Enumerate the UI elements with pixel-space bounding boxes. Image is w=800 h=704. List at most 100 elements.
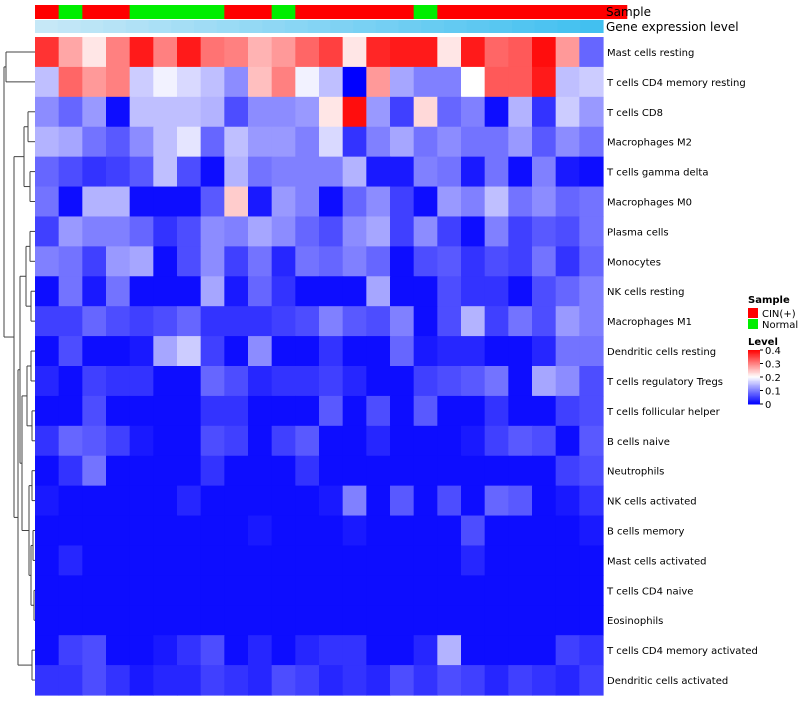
heatmap-cell (437, 276, 462, 307)
heatmap-cell (106, 96, 131, 128)
heatmap-cell (366, 635, 391, 666)
heatmap-cell (390, 425, 415, 457)
heatmap-cell (200, 66, 225, 98)
heatmap-cell (413, 126, 438, 158)
heatmap-cell (413, 665, 438, 696)
heatmap-cell (82, 605, 107, 636)
heatmap-cell (508, 395, 533, 427)
heatmap-cell (82, 186, 107, 218)
expression-annotation-cell (171, 20, 195, 33)
heatmap-cell (366, 276, 391, 307)
heatmap-cell (366, 216, 391, 247)
heatmap-cell (413, 156, 438, 188)
heatmap-cell (129, 126, 154, 158)
heatmap-cell (129, 66, 154, 98)
legend-level-gradient-step (748, 358, 760, 360)
heatmap-cell (319, 545, 344, 576)
heatmap-cell (200, 366, 225, 397)
heatmap-cell (461, 515, 486, 547)
legend-level-gradient-step (748, 360, 760, 363)
heatmap-cell (153, 545, 178, 576)
sample-annotation-cell (58, 5, 83, 19)
heatmap-cell (35, 306, 60, 337)
heatmap-cell (390, 575, 415, 606)
heatmap-cell (271, 575, 296, 606)
heatmap-cell (390, 186, 415, 218)
heatmap-cell (413, 455, 438, 487)
heatmap-cell (35, 276, 60, 307)
heatmap-cell (437, 635, 462, 666)
heatmap-cell (82, 635, 107, 666)
heatmap-cell (532, 66, 557, 98)
legend-level-gradient-step (748, 386, 760, 389)
heatmap-cell (555, 545, 580, 576)
heatmap-cell (58, 485, 83, 517)
heatmap-cell (390, 545, 415, 576)
heatmap-cell (366, 605, 391, 636)
heatmap-cell (437, 37, 462, 68)
heatmap-cell (224, 455, 249, 487)
heatmap-cell (129, 156, 154, 188)
heatmap-cell (532, 665, 557, 696)
heatmap-cell (58, 306, 83, 337)
heatmap-cell (295, 156, 320, 188)
legend-level-gradient-step (748, 362, 760, 364)
heatmap-cell (82, 96, 107, 128)
heatmap-cell (58, 635, 83, 666)
heatmap-cell (366, 485, 391, 517)
heatmap-cell (413, 425, 438, 457)
heatmap-cell (366, 156, 391, 188)
heatmap-cell (555, 395, 580, 427)
legend-level-gradient-step (748, 401, 760, 404)
legend-level-gradient-step (748, 359, 760, 362)
heatmap-cell (555, 425, 580, 457)
heatmap-cell (177, 306, 202, 337)
heatmap-cell (484, 156, 509, 188)
heatmap-cell (579, 156, 604, 188)
heatmap-cell (555, 485, 580, 517)
sample-annotation-cell (35, 5, 60, 19)
heatmap-cell (342, 216, 367, 247)
heatmap-cell (295, 635, 320, 666)
heatmap-cell (390, 605, 415, 636)
legend-level-gradient-step (748, 393, 760, 396)
row-label: B cells naive (607, 437, 670, 448)
heatmap-cell (342, 246, 367, 277)
row-label: Mast cells resting (607, 48, 694, 59)
heatmap-cell (508, 126, 533, 158)
sample-annotation-cell (319, 5, 344, 19)
heatmap-cell (153, 575, 178, 606)
heatmap-cell (224, 366, 249, 397)
heatmap-cell (177, 246, 202, 277)
heatmap-cell (35, 126, 60, 158)
expression-annotation-cell (353, 20, 377, 33)
sample-annotation-cell (342, 5, 367, 19)
heatmap-cell (58, 366, 83, 397)
heatmap-cell (153, 276, 178, 307)
heatmap-cell (342, 66, 367, 98)
legend-sample-swatch (748, 319, 758, 329)
heatmap-cell (366, 575, 391, 606)
heatmap-cell (295, 246, 320, 277)
heatmap-cell (461, 66, 486, 98)
heatmap-cell (461, 545, 486, 576)
expression-annotation-cell (330, 20, 354, 33)
heatmap-cell (177, 515, 202, 547)
legend-level-gradient-step (748, 398, 760, 401)
heatmap-cell (319, 156, 344, 188)
legend-level-gradient-step (748, 363, 760, 366)
heatmap-cell (342, 575, 367, 606)
heatmap-cell (319, 485, 344, 517)
heatmap-cell (390, 665, 415, 696)
heatmap-cell (200, 455, 225, 487)
row-label: NK cells resting (607, 287, 684, 298)
heatmap-cell (413, 66, 438, 98)
legend-level-gradient-step (748, 402, 760, 405)
heatmap-cell (437, 336, 462, 367)
sample-annotation-cell (153, 5, 178, 19)
heatmap-cell (58, 216, 83, 247)
heatmap-cell (35, 216, 60, 247)
heatmap-cell (532, 186, 557, 218)
heatmap-cell (129, 306, 154, 337)
heatmap-cell (248, 306, 273, 337)
